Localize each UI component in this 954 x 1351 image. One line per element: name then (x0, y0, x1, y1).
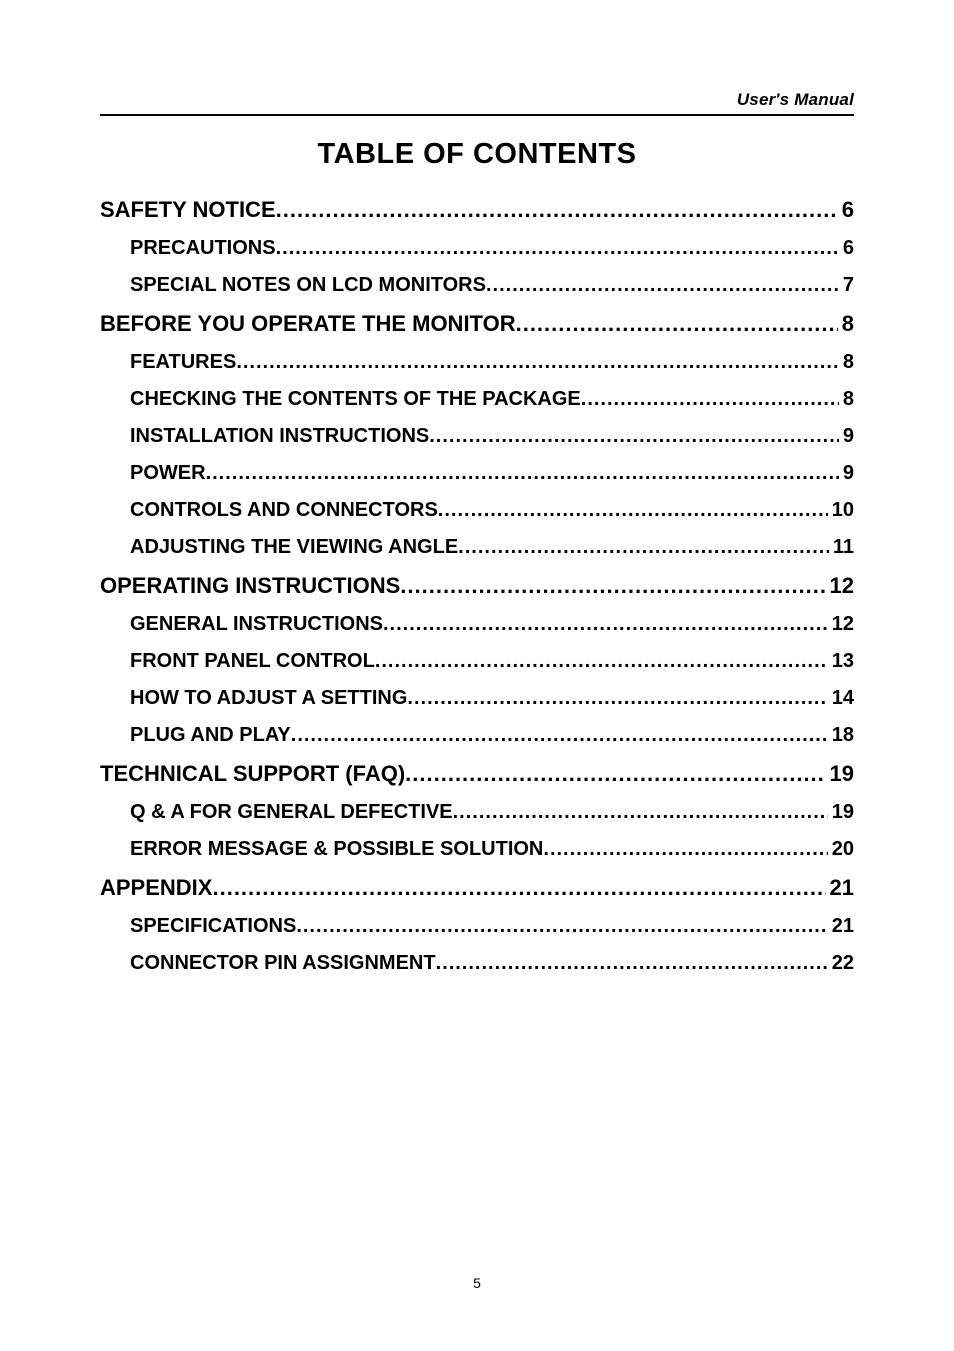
toc-entry: FEATURES 8 (100, 351, 854, 374)
toc-label: APPENDIX (100, 875, 212, 901)
toc-entry: FRONT PANEL CONTROL 13 (100, 650, 854, 673)
toc-entry: SPECIFICATIONS 21 (100, 915, 854, 938)
toc-label: CONNECTOR PIN ASSIGNMENT (130, 952, 436, 975)
toc-leader (296, 915, 827, 938)
toc-page: 8 (839, 388, 854, 411)
toc-label: TECHNICAL SUPPORT (FAQ) (100, 761, 405, 787)
toc-entry: Q & A FOR GENERAL DEFECTIVE 19 (100, 801, 854, 824)
toc-page: 6 (839, 237, 854, 260)
toc-leader (516, 311, 838, 337)
toc-leader (543, 838, 827, 861)
toc-page: 8 (838, 311, 854, 337)
toc-label: PRECAUTIONS (130, 237, 276, 260)
toc-entry: PRECAUTIONS 6 (100, 237, 854, 260)
toc-label: SPECIFICATIONS (130, 915, 296, 938)
toc-leader (276, 197, 838, 223)
page-number: 5 (0, 1275, 954, 1291)
toc-page: 7 (839, 274, 854, 297)
header-label: User's Manual (100, 90, 854, 110)
toc-page: 14 (828, 687, 854, 710)
toc-page: 9 (839, 425, 854, 448)
toc-leader (438, 499, 828, 522)
toc-label: INSTALLATION INSTRUCTIONS (130, 425, 429, 448)
toc-label: POWER (130, 462, 206, 485)
toc-entry: CONNECTOR PIN ASSIGNMENT 22 (100, 952, 854, 975)
toc-entry: PLUG AND PLAY 18 (100, 724, 854, 747)
toc-leader (436, 952, 828, 975)
toc-label: HOW TO ADJUST A SETTING (130, 687, 407, 710)
toc-page: 21 (826, 875, 854, 901)
toc-page: 20 (828, 838, 854, 861)
toc-entry: CONTROLS AND CONNECTORS 10 (100, 499, 854, 522)
toc-page: 22 (828, 952, 854, 975)
toc-leader (405, 761, 825, 787)
toc-leader (206, 462, 839, 485)
header-rule (100, 114, 854, 116)
toc-label: FRONT PANEL CONTROL (130, 650, 375, 673)
toc-page: 19 (826, 761, 854, 787)
toc-entry: POWER 9 (100, 462, 854, 485)
toc-label: SPECIAL NOTES ON LCD MONITORS (130, 274, 486, 297)
toc-entry: GENERAL INSTRUCTIONS 12 (100, 613, 854, 636)
toc-leader (407, 687, 827, 710)
page: User's Manual TABLE OF CONTENTS SAFETY N… (0, 0, 954, 1351)
toc-label: ERROR MESSAGE & POSSIBLE SOLUTION (130, 838, 543, 861)
toc-label: PLUG AND PLAY (130, 724, 291, 747)
toc-page: 8 (839, 351, 854, 374)
toc-page: 12 (828, 613, 854, 636)
page-title: TABLE OF CONTENTS (100, 138, 854, 171)
toc-label: ADJUSTING THE VIEWING ANGLE (130, 536, 458, 559)
toc-entry: SAFETY NOTICE 6 (100, 197, 854, 223)
toc-leader (375, 650, 828, 673)
toc-entry: TECHNICAL SUPPORT (FAQ) 19 (100, 761, 854, 787)
toc-page: 12 (826, 573, 854, 599)
toc-label: SAFETY NOTICE (100, 197, 276, 223)
toc-page: 10 (828, 499, 854, 522)
toc-page: 11 (829, 536, 854, 559)
toc-leader (236, 351, 839, 374)
toc-leader (429, 425, 839, 448)
toc-leader (276, 237, 839, 260)
toc-label: OPERATING INSTRUCTIONS (100, 573, 400, 599)
toc-label: CHECKING THE CONTENTS OF THE PACKAGE (130, 388, 581, 411)
toc-leader (486, 274, 839, 297)
toc-page: 19 (828, 801, 854, 824)
toc-entry: BEFORE YOU OPERATE THE MONITOR 8 (100, 311, 854, 337)
toc-leader (581, 388, 839, 411)
toc-entry: CHECKING THE CONTENTS OF THE PACKAGE 8 (100, 388, 854, 411)
toc-entry: HOW TO ADJUST A SETTING 14 (100, 687, 854, 710)
header-region: User's Manual (100, 90, 854, 116)
toc-label: FEATURES (130, 351, 236, 374)
toc-page: 9 (839, 462, 854, 485)
toc-page: 18 (828, 724, 854, 747)
toc-leader (212, 875, 825, 901)
toc-label: Q & A FOR GENERAL DEFECTIVE (130, 801, 453, 824)
toc-label: CONTROLS AND CONNECTORS (130, 499, 438, 522)
toc-leader (400, 573, 825, 599)
toc-label: BEFORE YOU OPERATE THE MONITOR (100, 311, 516, 337)
toc-leader (383, 613, 828, 636)
toc-entry: ERROR MESSAGE & POSSIBLE SOLUTION 20 (100, 838, 854, 861)
toc-page: 6 (838, 197, 854, 223)
toc-entry: SPECIAL NOTES ON LCD MONITORS 7 (100, 274, 854, 297)
toc-leader (453, 801, 828, 824)
toc-entry: APPENDIX 21 (100, 875, 854, 901)
toc-leader (458, 536, 829, 559)
toc-page: 21 (828, 915, 854, 938)
toc-entry: ADJUSTING THE VIEWING ANGLE 11 (100, 536, 854, 559)
toc-label: GENERAL INSTRUCTIONS (130, 613, 383, 636)
table-of-contents: SAFETY NOTICE 6 PRECAUTIONS 6 SPECIAL NO… (100, 197, 854, 975)
toc-page: 13 (828, 650, 854, 673)
toc-entry: OPERATING INSTRUCTIONS 12 (100, 573, 854, 599)
toc-entry: INSTALLATION INSTRUCTIONS 9 (100, 425, 854, 448)
toc-leader (291, 724, 828, 747)
